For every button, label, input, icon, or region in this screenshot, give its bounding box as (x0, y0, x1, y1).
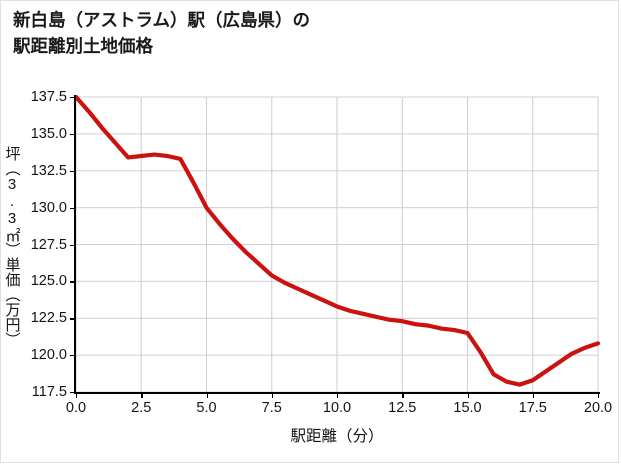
x-tick-label: 15.0 (453, 400, 482, 416)
y-tick-mark (70, 244, 74, 246)
y-tick-label: 127.5 (30, 236, 67, 253)
x-tick-label: 7.5 (261, 400, 282, 416)
y-tick-label: 125.0 (30, 273, 67, 290)
data-line-series (73, 94, 601, 387)
x-tick-mark (271, 394, 274, 398)
x-tick-mark (532, 394, 535, 398)
y-tick-label: 120.0 (30, 347, 67, 364)
y-axis-line (74, 95, 77, 394)
y-tick-mark (70, 133, 74, 136)
y-tick-label: 117.5 (31, 384, 67, 400)
y-tick-mark (70, 170, 74, 173)
x-tick-mark (467, 394, 469, 398)
y-tick-label: 130.0 (30, 199, 67, 216)
x-axis-title: 駅距離（分） (290, 428, 384, 445)
x-tick-label: 12.5 (388, 400, 417, 416)
x-tick-label: 20.0 (583, 400, 613, 416)
x-tick-label: 0.0 (65, 400, 87, 416)
y-tick-mark (70, 281, 74, 283)
y-axis-tick-labels: 117.5 120.0 122.5 125.0 127.5 130.0 132.5 135.0… (1, 1, 67, 466)
x-tick-label: 2.5 (131, 400, 152, 416)
y-tick-label: 137.5 (30, 89, 67, 105)
x-tick-mark (206, 394, 208, 398)
chart-title: 新白島（アストラム）駅（広島県）の 駅距離別土地価格 (13, 10, 310, 56)
y-tick-mark (70, 207, 74, 209)
x-axis-line (74, 392, 600, 395)
x-tick-label: 10.0 (322, 400, 352, 416)
x-tick-mark (76, 394, 78, 398)
y-tick-mark (70, 97, 74, 99)
y-tick-label: 122.5 (30, 310, 67, 327)
x-tick-label: 5.0 (196, 400, 217, 416)
plot-area (73, 94, 601, 393)
x-tick-mark (337, 394, 339, 398)
x-tick-mark (598, 394, 600, 398)
y-tick-label: 132.5 (30, 162, 67, 179)
x-tick-label: 17.5 (518, 400, 547, 416)
y-tick-mark (70, 318, 74, 320)
y-tick-label: 135.0 (30, 125, 67, 142)
y-tick-mark (70, 392, 74, 394)
x-tick-mark (141, 394, 143, 398)
y-tick-mark (70, 355, 74, 357)
x-tick-mark (402, 394, 404, 398)
y-axis-title: 坪（3.3㎡）単価（万円） (3, 145, 21, 347)
